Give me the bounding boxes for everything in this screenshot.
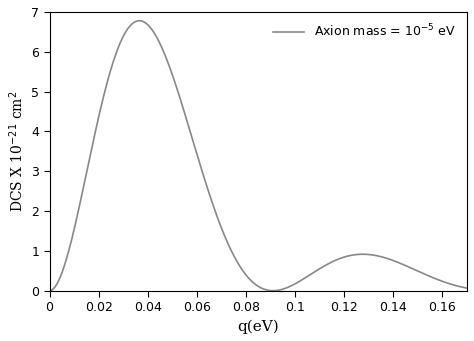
X-axis label: q(eV): q(eV) (237, 320, 279, 334)
Legend: Axion mass = $10^{-5}$ eV: Axion mass = $10^{-5}$ eV (268, 18, 461, 45)
Y-axis label: DCS X 10$^{-21}$ cm$^2$: DCS X 10$^{-21}$ cm$^2$ (7, 91, 26, 212)
